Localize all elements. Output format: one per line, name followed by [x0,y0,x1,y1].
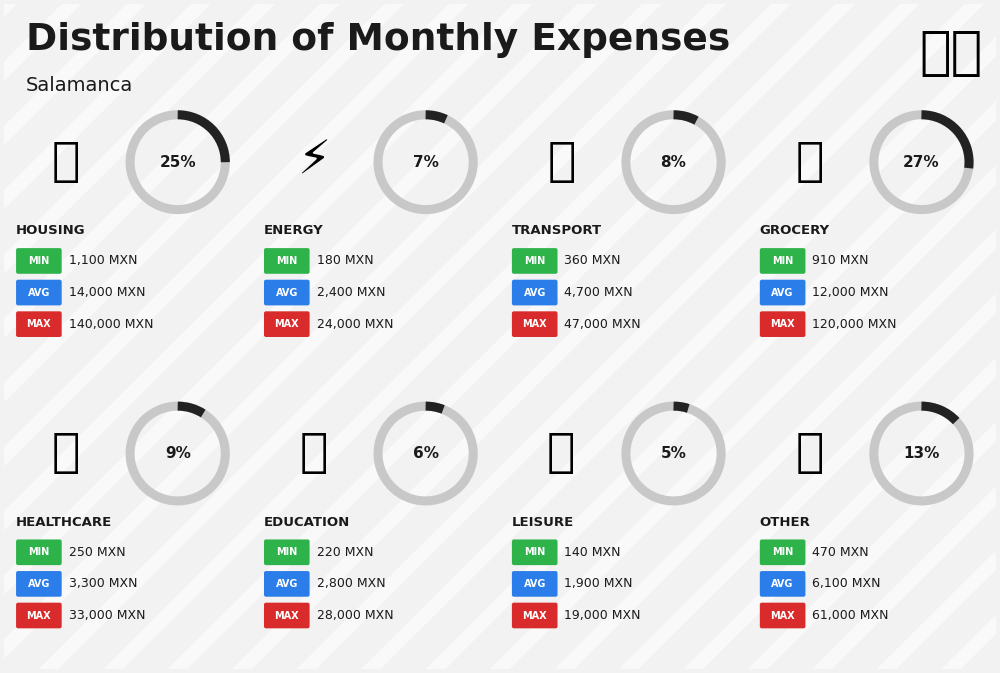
Text: 470 MXN: 470 MXN [812,546,869,559]
Text: 19,000 MXN: 19,000 MXN [564,609,641,622]
Text: MIN: MIN [28,547,50,557]
Text: MIN: MIN [772,547,793,557]
FancyBboxPatch shape [512,280,558,306]
Text: MIN: MIN [524,256,545,266]
Text: 🇲🇽: 🇲🇽 [920,27,983,79]
Text: 7%: 7% [413,155,439,170]
Text: MIN: MIN [276,256,297,266]
Text: AVG: AVG [771,579,794,589]
FancyBboxPatch shape [16,571,62,597]
Text: 🏢: 🏢 [51,140,80,184]
Text: 13%: 13% [903,446,940,461]
Text: AVG: AVG [276,579,298,589]
Text: 🏥: 🏥 [51,431,80,476]
Text: 27%: 27% [903,155,940,170]
Text: ⚡: ⚡ [297,140,330,184]
Text: 🛍️: 🛍️ [547,431,576,476]
Text: 9%: 9% [165,446,191,461]
Text: 25%: 25% [159,155,196,170]
Text: 47,000 MXN: 47,000 MXN [564,318,641,330]
FancyBboxPatch shape [264,540,310,565]
Text: MAX: MAX [27,610,51,621]
Text: 250 MXN: 250 MXN [69,546,125,559]
Text: 61,000 MXN: 61,000 MXN [812,609,889,622]
FancyBboxPatch shape [16,602,62,629]
Text: Distribution of Monthly Expenses: Distribution of Monthly Expenses [26,22,730,58]
Text: MIN: MIN [772,256,793,266]
Text: 28,000 MXN: 28,000 MXN [317,609,393,622]
Text: HEALTHCARE: HEALTHCARE [16,516,112,529]
Text: AVG: AVG [28,579,50,589]
Text: HOUSING: HOUSING [16,224,86,238]
Text: AVG: AVG [524,579,546,589]
FancyBboxPatch shape [760,540,805,565]
Text: EDUCATION: EDUCATION [264,516,350,529]
FancyBboxPatch shape [512,248,558,274]
Text: AVG: AVG [28,287,50,297]
Text: 3,300 MXN: 3,300 MXN [69,577,137,590]
Text: 6%: 6% [413,446,439,461]
Text: 140 MXN: 140 MXN [564,546,621,559]
Text: 220 MXN: 220 MXN [317,546,373,559]
FancyBboxPatch shape [264,248,310,274]
Text: MAX: MAX [770,319,795,329]
FancyBboxPatch shape [512,312,558,337]
Text: AVG: AVG [771,287,794,297]
Text: 2,800 MXN: 2,800 MXN [317,577,385,590]
Text: MAX: MAX [770,610,795,621]
FancyBboxPatch shape [264,602,310,629]
Text: 🛒: 🛒 [795,140,824,184]
FancyBboxPatch shape [760,280,805,306]
Text: MIN: MIN [28,256,50,266]
Text: 24,000 MXN: 24,000 MXN [317,318,393,330]
Text: GROCERY: GROCERY [760,224,830,238]
FancyBboxPatch shape [264,280,310,306]
Text: 120,000 MXN: 120,000 MXN [812,318,897,330]
Text: 14,000 MXN: 14,000 MXN [69,286,145,299]
FancyBboxPatch shape [760,248,805,274]
Text: 5%: 5% [661,446,686,461]
Text: AVG: AVG [276,287,298,297]
Text: 12,000 MXN: 12,000 MXN [812,286,889,299]
Text: 4,700 MXN: 4,700 MXN [564,286,633,299]
Text: MAX: MAX [274,319,299,329]
FancyBboxPatch shape [760,571,805,597]
Text: MIN: MIN [276,547,297,557]
Text: 👛: 👛 [795,431,824,476]
Text: LEISURE: LEISURE [512,516,574,529]
Text: 2,400 MXN: 2,400 MXN [317,286,385,299]
Text: AVG: AVG [524,287,546,297]
Text: MAX: MAX [522,319,547,329]
FancyBboxPatch shape [512,602,558,629]
FancyBboxPatch shape [760,312,805,337]
Text: 1,100 MXN: 1,100 MXN [69,254,137,267]
Text: 6,100 MXN: 6,100 MXN [812,577,881,590]
Text: MAX: MAX [522,610,547,621]
Text: OTHER: OTHER [760,516,811,529]
Text: 🎓: 🎓 [299,431,328,476]
Text: 910 MXN: 910 MXN [812,254,869,267]
Text: 33,000 MXN: 33,000 MXN [69,609,145,622]
Text: Salamanca: Salamanca [26,76,133,96]
Text: MIN: MIN [524,547,545,557]
FancyBboxPatch shape [512,540,558,565]
FancyBboxPatch shape [760,602,805,629]
Text: MAX: MAX [27,319,51,329]
Text: TRANSPORT: TRANSPORT [512,224,602,238]
Text: 1,900 MXN: 1,900 MXN [564,577,633,590]
FancyBboxPatch shape [16,540,62,565]
Text: 140,000 MXN: 140,000 MXN [69,318,153,330]
FancyBboxPatch shape [16,312,62,337]
FancyBboxPatch shape [264,312,310,337]
FancyBboxPatch shape [16,248,62,274]
Text: MAX: MAX [274,610,299,621]
Text: 360 MXN: 360 MXN [564,254,621,267]
FancyBboxPatch shape [264,571,310,597]
Text: 🚌: 🚌 [547,140,576,184]
Text: 8%: 8% [661,155,686,170]
Text: 180 MXN: 180 MXN [317,254,373,267]
FancyBboxPatch shape [16,280,62,306]
FancyBboxPatch shape [512,571,558,597]
Text: ENERGY: ENERGY [264,224,324,238]
